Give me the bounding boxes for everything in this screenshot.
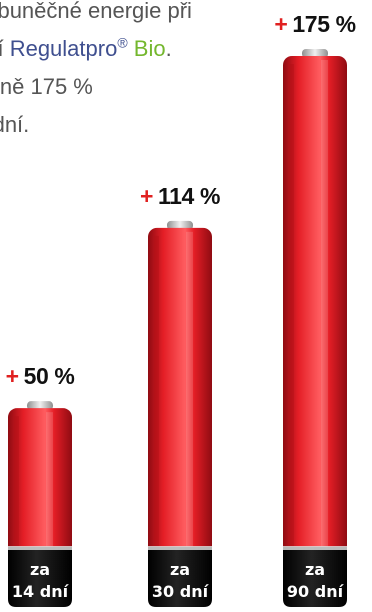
registered-mark: ®: [117, 34, 128, 51]
battery-body: [8, 408, 72, 555]
battery-divider: [8, 546, 72, 550]
intro-line-2: vání Regulatpro® Bio.: [0, 30, 252, 68]
percent-label-14-days: +50 %: [0, 363, 100, 390]
intro-line-2-prefix: vání: [0, 36, 10, 61]
battery-cap: [167, 220, 193, 230]
battery-period-line-2: 30 dní: [152, 582, 210, 601]
battery-base: [283, 547, 347, 607]
battery-cap: [27, 401, 53, 411]
battery-bar-14-days: za 14 dní: [8, 401, 72, 607]
percent-value: 50 %: [23, 363, 75, 390]
product-name: Regulatpro: [9, 36, 118, 61]
battery-period-line-1: za: [170, 560, 190, 579]
battery-highlight: [321, 60, 328, 549]
battery-body: [148, 227, 212, 556]
percent-value: 114 %: [158, 182, 220, 209]
product-suffix: Bio: [127, 36, 166, 61]
plus-sign: +: [274, 11, 288, 37]
battery-bar-90-days: za 90 dní: [283, 49, 347, 607]
percent-value: 175 %: [292, 11, 356, 37]
intro-line-1: ust buněčné energie při: [0, 0, 192, 23]
battery-period-line-1: za: [30, 560, 50, 579]
battery-body: [283, 56, 347, 555]
battery-highlight: [46, 412, 53, 549]
battery-period-line-2: 14 dní: [12, 582, 70, 601]
intro-line-2-suffix: .: [165, 36, 172, 61]
battery-period-line-2: 90 dní: [287, 582, 345, 601]
battery-base: [148, 547, 212, 607]
battery-divider: [283, 546, 347, 550]
battery-base: [8, 547, 72, 607]
battery-highlight: [186, 231, 193, 550]
battery-left-shadow: [14, 416, 19, 549]
plus-sign: +: [5, 363, 19, 390]
percent-label-90-days: +175 %: [255, 11, 372, 38]
plus-sign: +: [140, 182, 154, 209]
battery-cap: [302, 49, 328, 58]
intro-line-4: 90 dní.: [0, 112, 30, 137]
intro-text: ust buněčné energie při vání Regulatpro®…: [0, 0, 252, 144]
intro-line-3: měrně 175 %: [0, 74, 93, 99]
battery-left-shadow: [154, 235, 159, 550]
battery-period-line-1: za: [305, 560, 325, 579]
battery-bar-30-days: za 30 dní: [148, 220, 212, 607]
percent-label-30-days: +114 %: [120, 183, 240, 210]
battery-left-shadow: [289, 64, 294, 549]
battery-divider: [148, 546, 212, 550]
